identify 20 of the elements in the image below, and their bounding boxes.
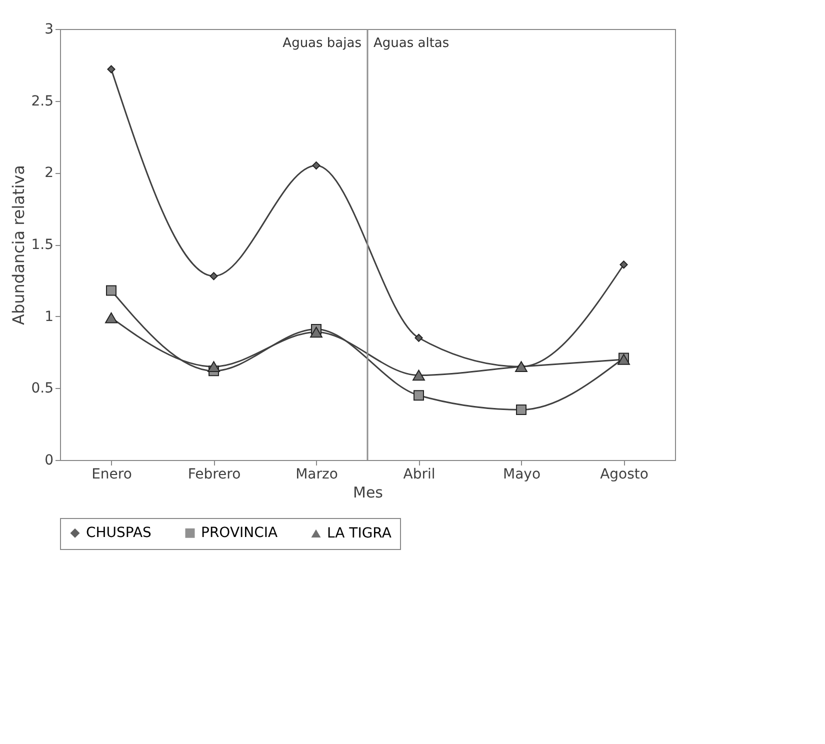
y-tick-label: 2: [44, 165, 54, 182]
y-tick-label: 2.5: [31, 93, 54, 110]
y-tick-label: 0.5: [31, 380, 54, 397]
legend-label: LA TIGRA: [327, 525, 392, 542]
annotation: Aguas bajas: [282, 36, 362, 51]
x-tick-label: Abril: [403, 466, 436, 482]
x-axis-title: Mes: [353, 484, 384, 502]
y-tick-label: 1.5: [31, 237, 54, 253]
x-tick-label: Mayo: [502, 466, 541, 482]
annotation: Aguas altas: [374, 36, 450, 51]
legend-label: CHUSPAS: [86, 525, 152, 542]
x-tick-label: Febrero: [188, 466, 241, 482]
x-tick-label: Agosto: [600, 466, 648, 482]
legend-label: PROVINCIA: [201, 525, 278, 542]
y-axis-title: Abundancia relativa: [9, 165, 28, 325]
x-tick-label: Enero: [92, 466, 132, 482]
y-tick-label: 3: [44, 22, 54, 38]
x-tick-label: Marzo: [296, 466, 338, 482]
y-tick-label: 1: [44, 308, 54, 325]
y-tick-label: 0: [44, 452, 54, 468]
